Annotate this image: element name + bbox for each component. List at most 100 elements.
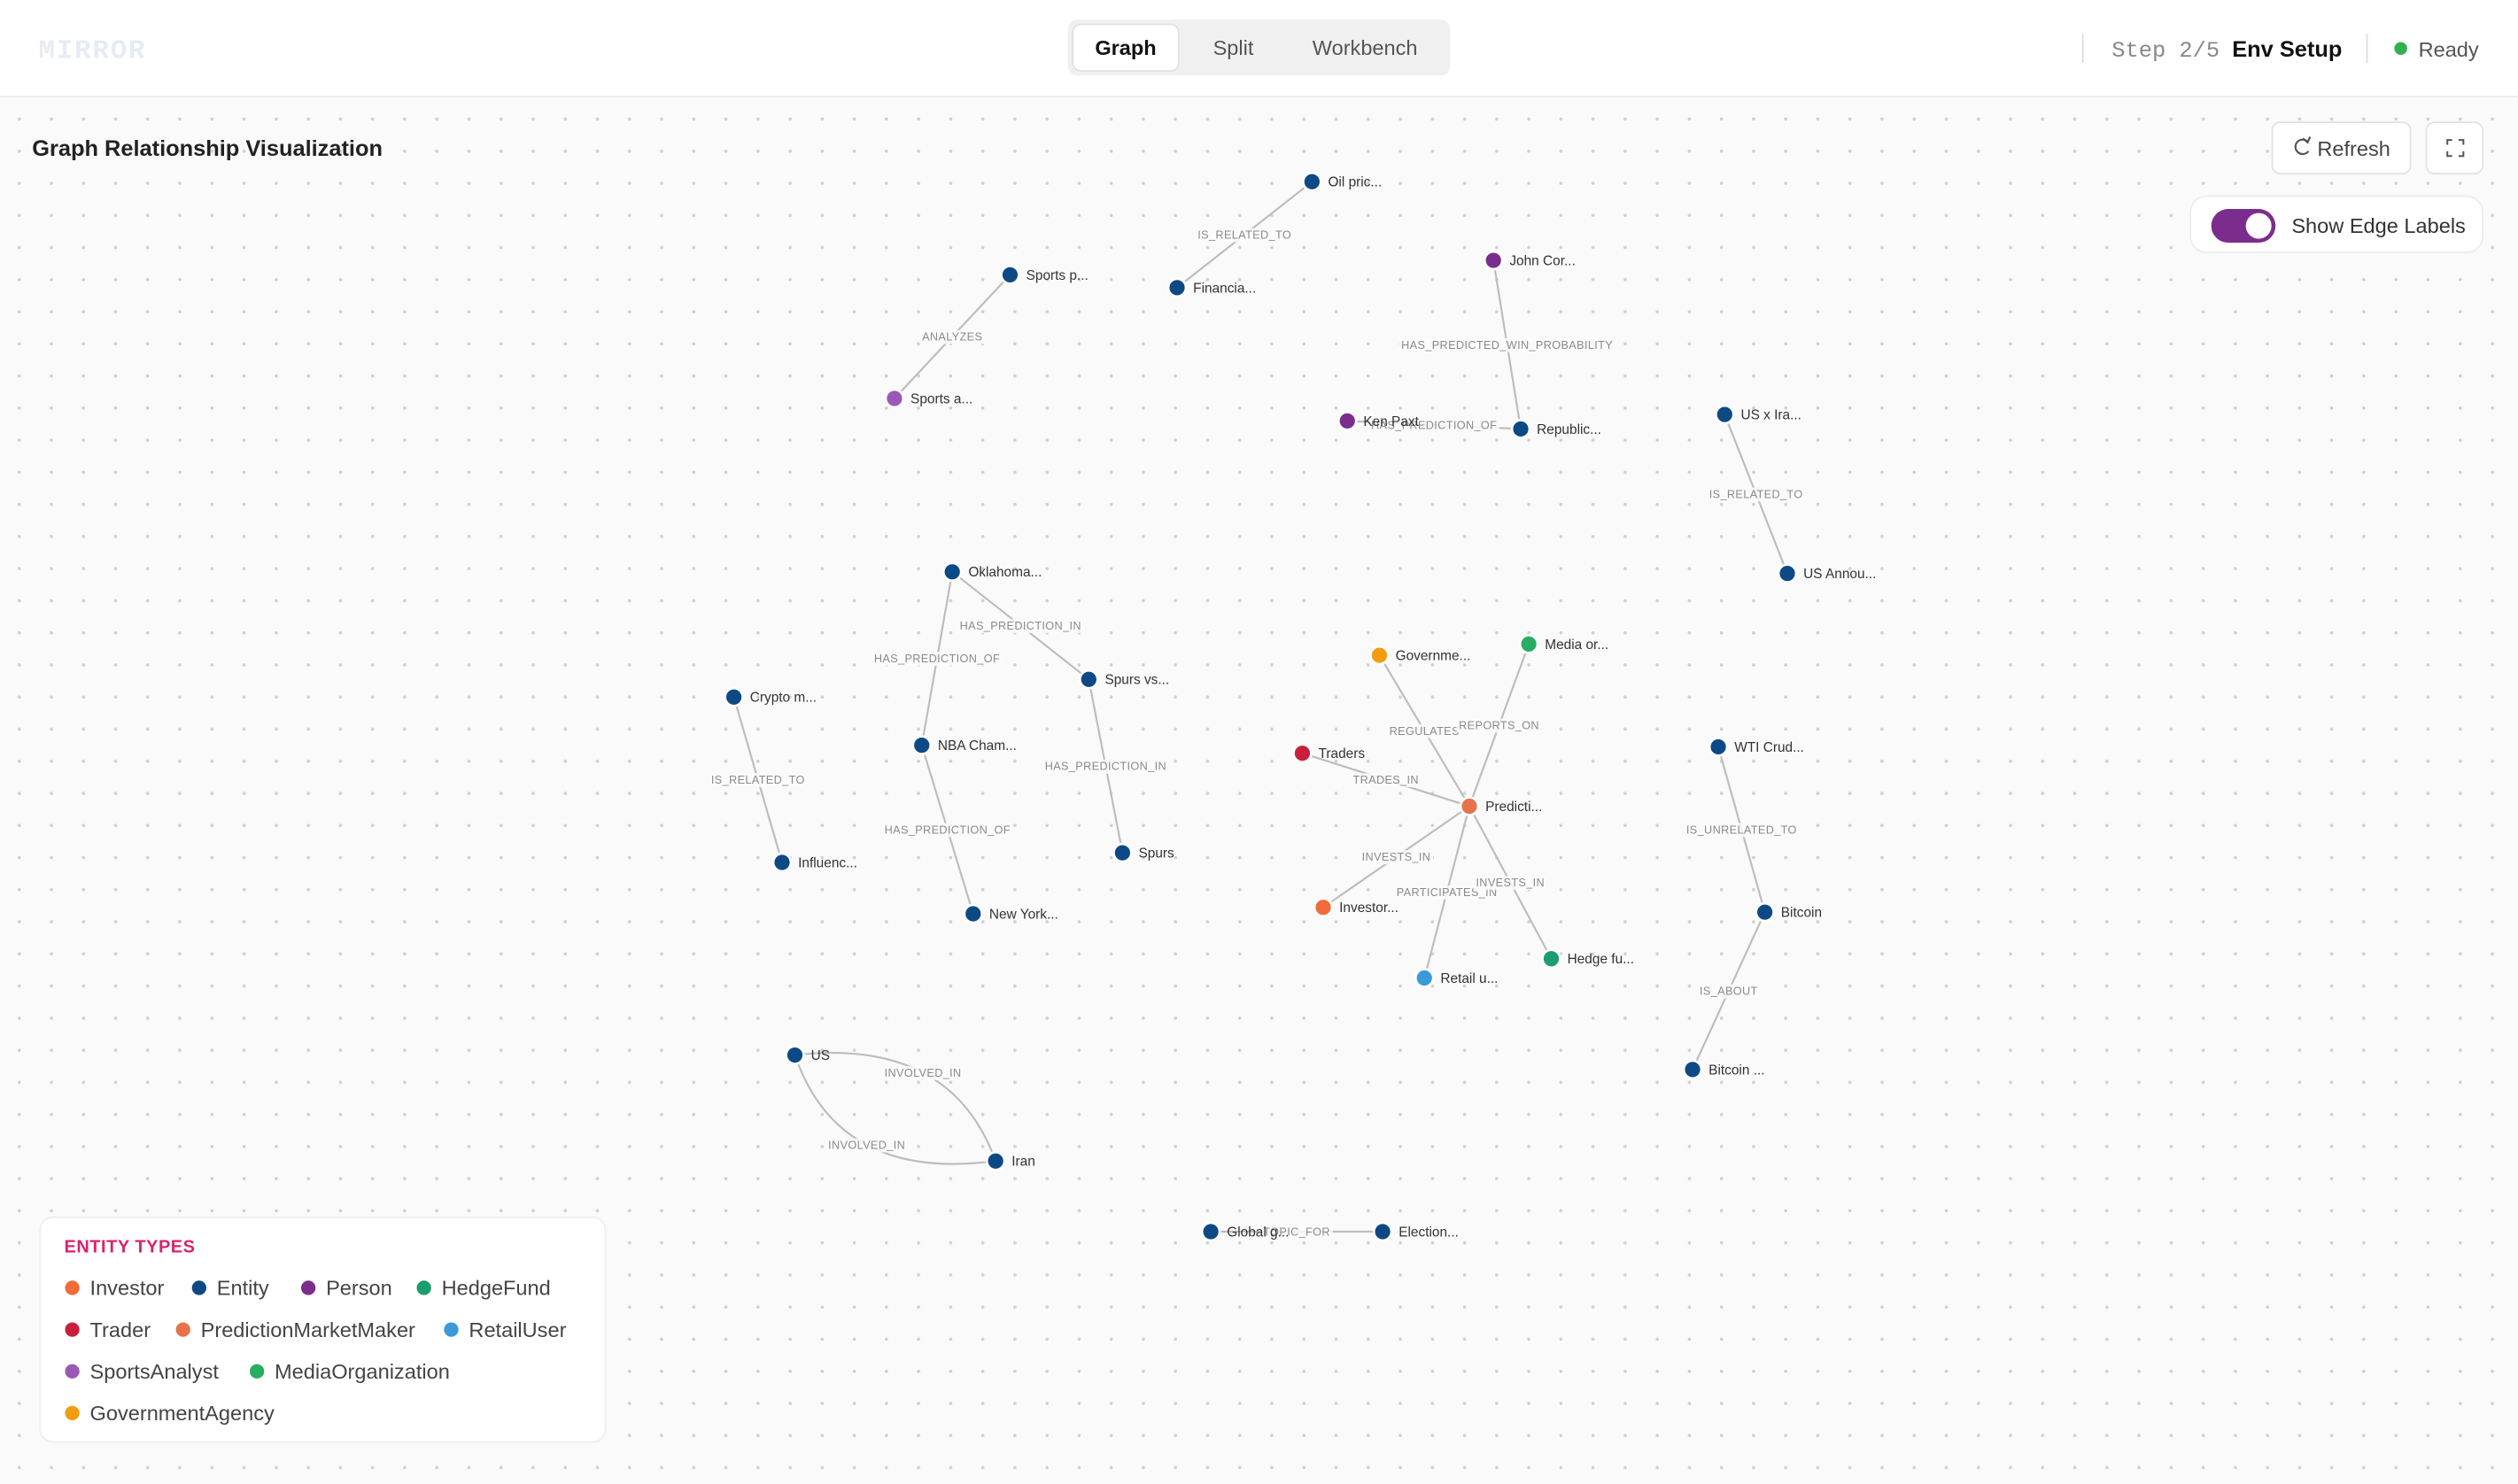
legend xyxy=(39,1216,607,1443)
edge-label: IS_ABOUT xyxy=(1700,985,1758,998)
tab[interactable]: Workbench xyxy=(1313,36,1418,59)
edge-label-bg xyxy=(1350,773,1422,788)
legend-label: Entity xyxy=(217,1277,269,1300)
node-label: Spurs xyxy=(1139,846,1175,862)
node[interactable] xyxy=(1078,669,1099,690)
stage: Env Setup xyxy=(2232,37,2342,62)
legend-label: Investor xyxy=(90,1277,165,1300)
node[interactable] xyxy=(1755,901,1775,923)
node-label: Retail u... xyxy=(1440,971,1498,986)
edge-label-toggle[interactable]: Show Edge Labels xyxy=(2189,195,2484,253)
tab[interactable]: Split xyxy=(1213,36,1254,59)
fullscreen-icon xyxy=(2446,139,2465,158)
node[interactable] xyxy=(1372,1221,1393,1242)
active-tab-bg xyxy=(1072,23,1180,73)
refresh-button[interactable]: Refresh xyxy=(2271,121,2412,175)
node-label: Investor... xyxy=(1339,900,1398,916)
node[interactable] xyxy=(1313,897,1334,918)
node[interactable] xyxy=(911,735,933,755)
node[interactable] xyxy=(1483,250,1504,271)
node[interactable] xyxy=(1369,645,1390,666)
node-label: Influenc... xyxy=(798,855,857,870)
node-label: NBA Cham... xyxy=(938,738,1017,754)
node-label: Governme... xyxy=(1396,649,1471,664)
edge-label-bg xyxy=(1473,876,1547,891)
node-label: WTI Crud... xyxy=(1734,740,1804,755)
node[interactable] xyxy=(1302,171,1322,192)
node[interactable] xyxy=(724,686,744,707)
node-label: Bitcoin xyxy=(1781,906,1822,921)
node-label: US Annou... xyxy=(1803,567,1876,582)
node[interactable] xyxy=(1708,737,1729,757)
legend-swatch xyxy=(249,1364,265,1379)
node[interactable] xyxy=(941,561,963,583)
node[interactable] xyxy=(1000,265,1020,285)
edge-label-bg xyxy=(1697,984,1761,999)
node-label: Republic... xyxy=(1537,422,1601,437)
edge-label: ANALYZES xyxy=(922,331,982,344)
node-label: Predicti... xyxy=(1485,800,1542,815)
nodes: Oil pric... Financia... Sports p... Sports … xyxy=(724,171,1876,1242)
edge-label: INVESTS_IN xyxy=(1362,851,1431,863)
edge-label-bg xyxy=(1260,1225,1333,1240)
node[interactable] xyxy=(985,1150,1006,1171)
node-label: Election... xyxy=(1398,1225,1459,1240)
node[interactable] xyxy=(1200,1221,1221,1242)
edge-label: REGULATES xyxy=(1390,725,1460,738)
node[interactable] xyxy=(1414,968,1435,988)
node[interactable] xyxy=(771,852,793,873)
node-label: Financia... xyxy=(1193,281,1256,296)
legend-label: RetailUser xyxy=(469,1318,566,1341)
legend-title: ENTITY TYPES xyxy=(65,1238,196,1257)
legend-label: HedgeFund xyxy=(442,1277,551,1300)
edge-label: IS_UNRELATED_TO xyxy=(1686,823,1797,836)
node[interactable] xyxy=(963,903,984,924)
edge-label-bg xyxy=(1386,723,1462,738)
node[interactable] xyxy=(785,1045,805,1065)
node[interactable] xyxy=(1682,1059,1703,1080)
edge-label-bg xyxy=(872,652,1003,667)
legend-items: Investor Entity Person HedgeFund Trader Predi… xyxy=(65,1277,567,1425)
node[interactable] xyxy=(1292,743,1313,764)
edge-label: INVESTS_IN xyxy=(1476,877,1545,889)
node[interactable] xyxy=(1459,796,1480,816)
node[interactable] xyxy=(1541,948,1561,970)
legend-swatch xyxy=(65,1364,80,1379)
legend-label: MediaOrganization xyxy=(275,1360,450,1383)
edge-label-bg xyxy=(1684,823,1800,838)
node[interactable] xyxy=(1777,563,1798,584)
logo: MIRROR xyxy=(39,36,147,67)
edge-label-bg xyxy=(1456,718,1542,733)
edge-label: IS_RELATED_TO xyxy=(1709,488,1803,500)
edge-label-bg xyxy=(825,1138,908,1153)
node-label: US x Ira... xyxy=(1740,408,1801,423)
node-label: Hedge fu... xyxy=(1568,952,1634,967)
node[interactable] xyxy=(1714,404,1735,425)
edge-label-bg xyxy=(881,823,1013,838)
node-label: Media or... xyxy=(1545,638,1608,653)
edge-label: HAS_PREDICTED_WIN_PROBABILITY xyxy=(1401,339,1613,352)
node-label: New York... xyxy=(989,907,1058,922)
node-label: Oil pric... xyxy=(1328,175,1382,190)
panel-title: Graph Relationship Visualization xyxy=(32,136,383,161)
edge-label-bg xyxy=(881,1066,965,1080)
node[interactable] xyxy=(884,388,905,409)
node-label: Spurs vs... xyxy=(1104,673,1169,688)
node[interactable] xyxy=(1336,411,1358,431)
edges: IS_RELATED_TO ANALYZES HAS_PREDICTED_WIN_P… xyxy=(709,181,1806,1240)
node[interactable] xyxy=(1166,277,1188,298)
edge-label-bg xyxy=(1394,885,1500,900)
fullscreen-button[interactable] xyxy=(2425,121,2484,175)
legend-swatch xyxy=(175,1322,190,1337)
node[interactable] xyxy=(1510,419,1531,439)
refresh-label[interactable]: Refresh xyxy=(2317,137,2390,160)
node[interactable] xyxy=(1518,634,1539,654)
step: Step 2/5 xyxy=(2111,38,2220,64)
node-label: Oklahoma... xyxy=(968,565,1042,580)
node[interactable] xyxy=(1112,842,1133,863)
legend-swatch xyxy=(444,1322,459,1337)
tab[interactable]: Graph xyxy=(1095,36,1156,59)
legend-swatch xyxy=(416,1280,431,1295)
legend-label: SportsAnalyst xyxy=(90,1360,220,1383)
